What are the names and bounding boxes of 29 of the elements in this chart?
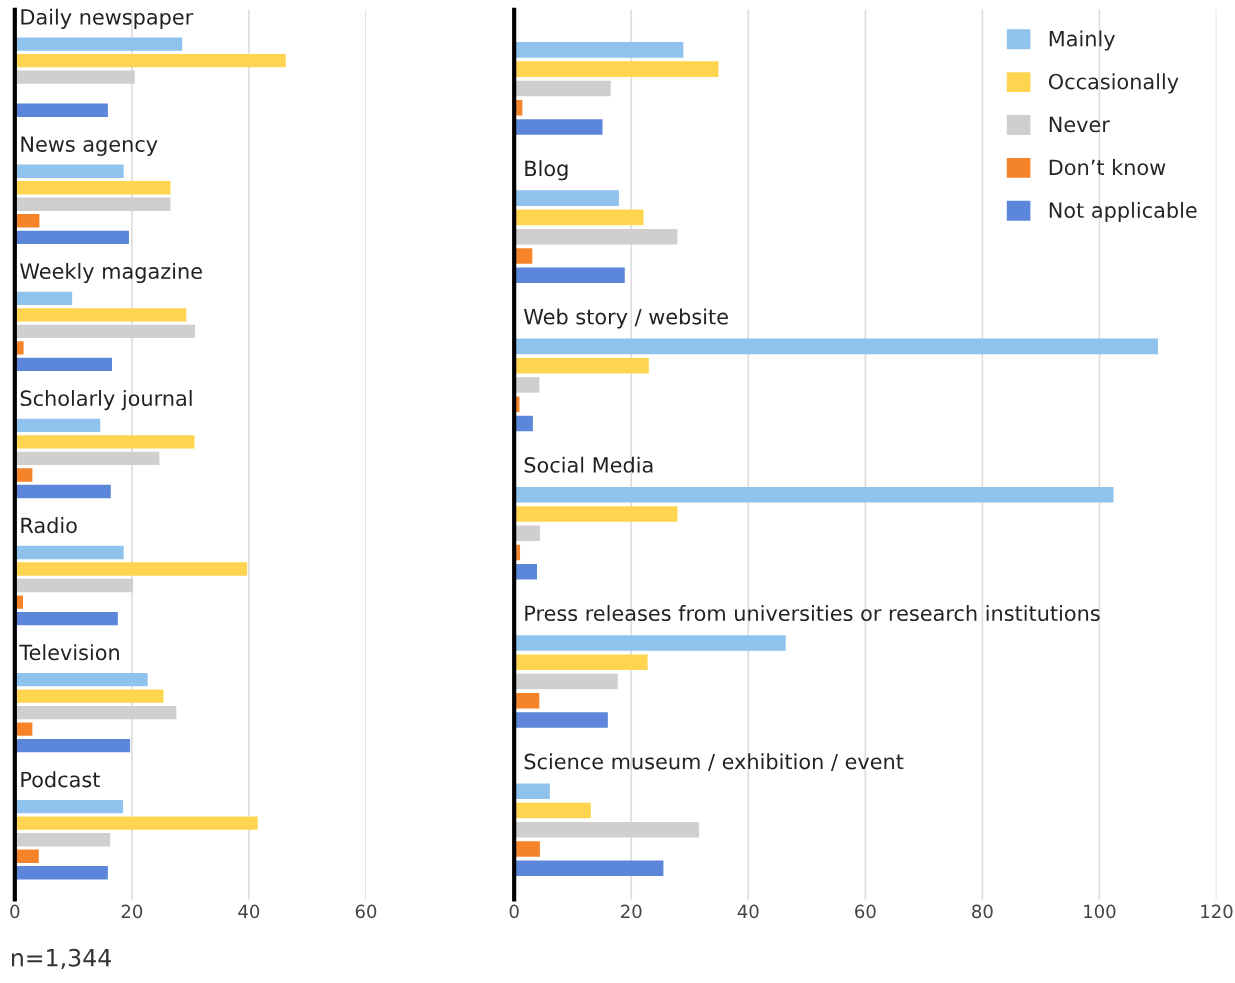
y-tick-label: Radio	[21, 517, 77, 534]
y-tick-label: Weekly magazine	[20, 262, 202, 284]
legend-label: Not applicable	[1049, 201, 1197, 223]
y-tick-label: Television	[19, 644, 119, 661]
x-tick-label: 40	[238, 904, 260, 919]
legend-label: Occasionally	[1048, 73, 1179, 94]
text: n=1,344	[12, 948, 111, 970]
x-tick-label: 100	[1084, 904, 1116, 919]
x-tick-label: 20	[121, 904, 143, 919]
y-tick-label: Social Media	[524, 456, 653, 473]
y-tick-label: Web story / website	[523, 308, 728, 329]
y-tick-label: Blog	[525, 160, 568, 181]
legend-label: Never	[1049, 116, 1110, 133]
y-tick-label: Podcast	[21, 771, 100, 788]
legend-label: Don’t know	[1049, 159, 1166, 176]
x-tick-label: 0	[509, 904, 519, 919]
x-tick-label: 20	[621, 904, 642, 919]
y-tick-label: Press releases from universities or research institutions	[525, 604, 1100, 622]
y-tick-label: News agency	[21, 136, 158, 156]
x-tick-label: 80	[972, 904, 993, 919]
x-tick-label: 0	[10, 904, 20, 919]
x-tick-label: 60	[355, 904, 377, 919]
legend-label: Mainly	[1049, 30, 1115, 51]
y-tick-label: Daily newspaper	[21, 8, 194, 29]
x-tick-label: 120	[1201, 904, 1233, 919]
y-tick-label: Science museum / exhibition / event	[524, 753, 904, 772]
y-tick-label: Scholarly journal	[20, 389, 192, 411]
x-tick-label: 40	[737, 904, 759, 919]
x-tick-label: 60	[855, 904, 876, 919]
